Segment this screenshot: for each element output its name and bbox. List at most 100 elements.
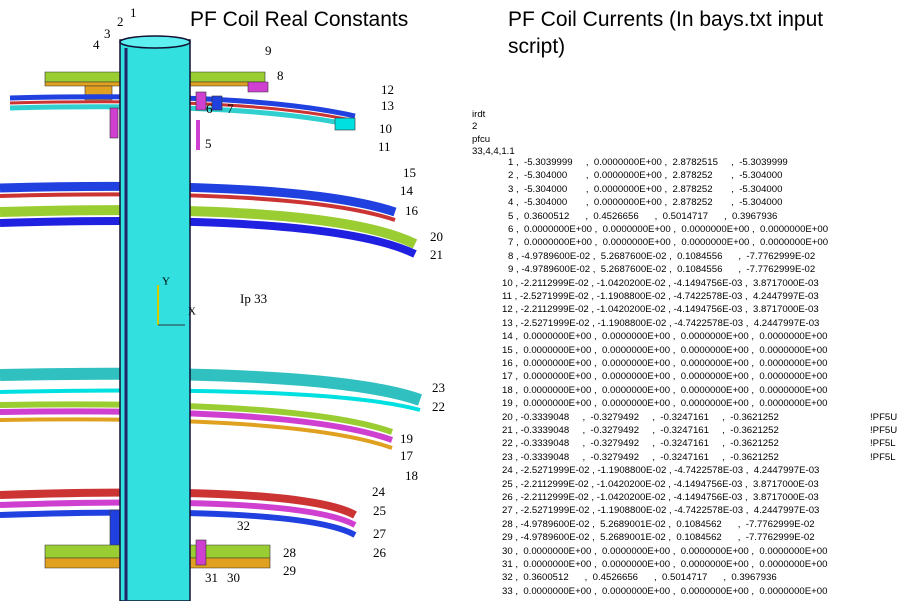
coil-label: 12 xyxy=(381,82,394,97)
coil-label: 13 xyxy=(381,98,394,113)
coil xyxy=(195,539,207,566)
data-row: 30 , 0.0000000E+00 , 0.0000000E+00 , 0.0… xyxy=(502,545,828,557)
title: PF Coil Currents (In bays.txt input scri… xyxy=(508,8,824,58)
coil-label: 1 xyxy=(130,5,137,20)
coil-label: 28 xyxy=(283,545,296,560)
coil-label: 19 xyxy=(400,431,413,446)
coil-label: 23 xyxy=(432,380,445,395)
row-note: !PF5U xyxy=(870,425,898,436)
data-row: 9 , -4.9789600E-02 , 5.2687600E-02 , 0.1… xyxy=(508,264,816,276)
coil-label: 15 xyxy=(403,165,416,180)
coil xyxy=(0,388,421,412)
coil xyxy=(0,408,394,443)
coil xyxy=(0,192,396,222)
coil-label: 24 xyxy=(372,484,386,499)
coil xyxy=(0,181,397,217)
coil xyxy=(247,81,269,93)
coils xyxy=(0,71,423,569)
data-row: 32 , 0.3600512 , 0.4526656 , 0.5014717 ,… xyxy=(502,572,777,584)
data-row: 18 , 0.0000000E+00 , 0.0000000E+00 , 0.0… xyxy=(502,384,828,396)
coil-label: 9 xyxy=(265,43,272,58)
header-line: 33,4,4,1.1 xyxy=(472,145,515,157)
axis-label: X xyxy=(188,306,196,318)
data-row: 13 , -2.5271999E-02 , -1.1908800E-02 , -… xyxy=(502,317,820,329)
coil-label: 14 xyxy=(400,183,414,198)
coil-label: 10 xyxy=(379,121,392,136)
row-note: !PF5L xyxy=(870,451,896,463)
data-row: 20 , -0.3339048 , -0.3279492 , -0.324716… xyxy=(502,411,779,423)
data-row: 6 , 0.0000000E+00 , 0.0000000E+00 , 0.00… xyxy=(508,224,829,235)
data-row: 23 , -0.3339048 , -0.3279492 , -0.324716… xyxy=(502,451,779,463)
title: PF Coil Real Constants xyxy=(190,8,409,31)
central-solenoid-top xyxy=(119,35,191,49)
coil xyxy=(0,205,418,249)
coil xyxy=(0,509,357,538)
coil xyxy=(0,367,423,406)
coil xyxy=(334,117,356,131)
coil xyxy=(196,120,200,150)
data-row: 17 , 0.0000000E+00 , 0.0000000E+00 , 0.0… xyxy=(502,371,828,383)
data-row: 22 , -0.3339048 , -0.3279492 , -0.324716… xyxy=(502,438,779,450)
coil-label: 29 xyxy=(283,563,296,578)
annotation: Ip 33 xyxy=(240,291,267,306)
data-row: 12 , -2.2112999E-02 , -1.0420200E-02 , -… xyxy=(502,304,819,316)
coil-label: 3 xyxy=(104,26,111,41)
coil xyxy=(0,488,357,519)
coil-label: 8 xyxy=(277,68,284,83)
data-row: 28 , -4.9789600E-02 , 5.2689001E-02 , 0.… xyxy=(502,518,815,530)
coil-label: 4 xyxy=(93,37,100,52)
coil-label: 31 xyxy=(205,570,218,585)
header-line: pfcu xyxy=(472,133,491,145)
coil-label: 17 xyxy=(400,448,414,463)
coil-label: 25 xyxy=(373,503,386,518)
axis-label: Y xyxy=(162,276,170,288)
coil xyxy=(195,91,207,111)
data-row: 26 , -2.2112999E-02 , -1.0420200E-02 , -… xyxy=(502,492,819,503)
row-note: !PF5L xyxy=(870,438,896,450)
coil-label: 30 xyxy=(227,570,240,585)
data-row: 14 , 0.0000000E+00 , 0.0000000E+00 , 0.0… xyxy=(502,331,828,343)
coil xyxy=(0,401,393,435)
data-row: 29 , -4.9789600E-02 , 5.2689001E-02 , 0.… xyxy=(502,532,815,544)
coil-label: 21 xyxy=(430,247,443,262)
data-row: 33 , 0.0000000E+00 , 0.0000000E+00 , 0.0… xyxy=(502,585,828,597)
data-row: 15 , 0.0000000E+00 , 0.0000000E+00 , 0.0… xyxy=(502,344,828,356)
data-row: 27 , -2.5271999E-02 , -1.1908800E-02 , -… xyxy=(502,505,820,517)
coil-label: 32 xyxy=(237,518,250,533)
coil-label: 2 xyxy=(117,14,124,29)
data-row: 3 , -5.304000 , 0.0000000E+00 , 2.878252… xyxy=(508,183,783,195)
coil-label: 27 xyxy=(373,526,387,541)
data-row: 10 , -2.2112999E-02 , -1.0420200E-02 , -… xyxy=(502,277,819,289)
data-row: 19 , 0.0000000E+00 , 0.0000000E+00 , 0.0… xyxy=(502,398,828,410)
data-row: 7 , 0.0000000E+00 , 0.0000000E+00 , 0.00… xyxy=(508,237,829,249)
coil xyxy=(0,499,357,528)
data-row: 31 , 0.0000000E+00 , 0.0000000E+00 , 0.0… xyxy=(502,559,828,570)
coil-label: 5 xyxy=(205,136,212,151)
coil-label: 26 xyxy=(373,545,387,560)
row-note: !PF5U xyxy=(870,411,898,423)
data-row: 16 , 0.0000000E+00 , 0.0000000E+00 , 0.0… xyxy=(502,358,828,369)
coil-label: 20 xyxy=(430,229,443,244)
data-row: 2 , -5.304000 , 0.0000000E+00 , 2.878252… xyxy=(508,170,783,182)
coil-label: 16 xyxy=(405,203,419,218)
coil-label: 22 xyxy=(432,399,445,414)
coil-label: 7 xyxy=(227,101,234,116)
coil xyxy=(0,417,393,450)
data-row: 8 , -4.9789600E-02 , 5.2687600E-02 , 0.1… xyxy=(508,250,816,262)
coil xyxy=(0,217,417,258)
coil-label: 11 xyxy=(378,139,391,154)
data-row: 4 , -5.304000 , 0.0000000E+00 , 2.878252… xyxy=(508,197,783,209)
coil-label: 6 xyxy=(206,101,213,116)
coil xyxy=(109,107,119,139)
data-row: 24 , -2.5271999E-02 , -1.1908800E-02 , -… xyxy=(502,465,820,477)
data-row: 1 , -5.3039999 , 0.0000000E+00 , 2.87825… xyxy=(508,157,788,168)
data-row: 5 , 0.3600512 , 0.4526656 , 0.5014717 , … xyxy=(508,210,778,222)
data-row: 11 , -2.5271999E-02 , -1.1908800E-02 , -… xyxy=(502,291,819,302)
coil xyxy=(109,509,121,547)
header-line: 2 xyxy=(472,121,478,133)
data-row: 25 , -2.2112999E-02 , -1.0420200E-02 , -… xyxy=(502,478,819,490)
data-row: 21 , -0.3339048 , -0.3279492 , -0.324716… xyxy=(502,425,779,436)
